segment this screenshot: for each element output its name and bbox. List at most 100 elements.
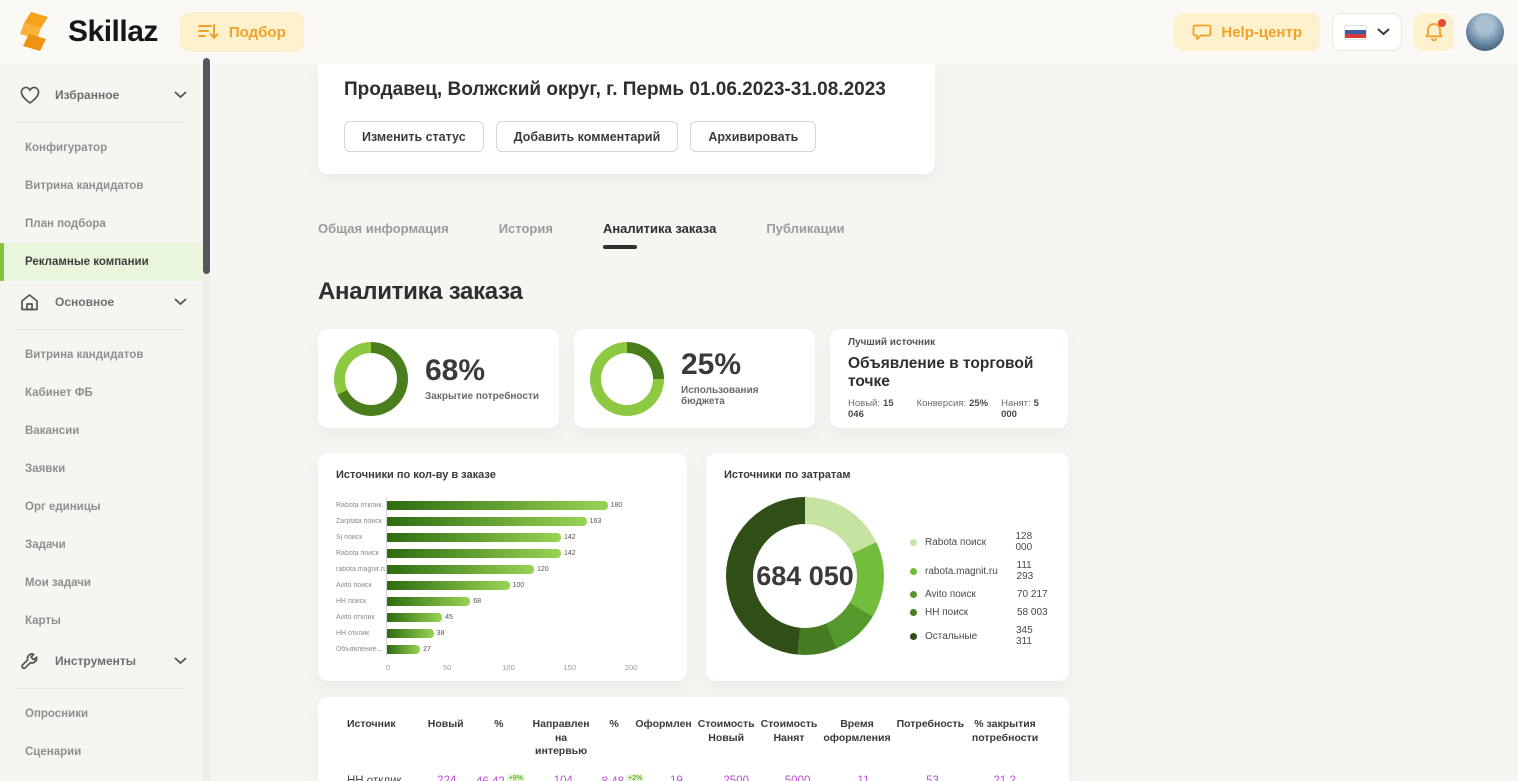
tab-history[interactable]: История	[498, 221, 553, 236]
table-cell: HH отклик	[344, 771, 421, 781]
sources-bar-chart-card: Источники по кол-ву в заказе Rabota откл…	[318, 453, 687, 681]
table-cell: 11	[828, 771, 899, 781]
sidebar-item-4[interactable]: План подбора	[25, 218, 106, 230]
tab-order-analytics[interactable]: Аналитика заказа	[602, 221, 716, 250]
cost-donut-legend: Rabota поиск 128 000 rabota.magnit.ru 111 2…	[910, 531, 1051, 665]
bar-value-label: 142	[563, 533, 576, 541]
order-tabs: Общая информация История Аналитика заказ…	[318, 221, 1518, 250]
home-icon	[20, 291, 42, 313]
legend-item: Rabota поиск 128 000	[910, 531, 1051, 553]
sidebar-item-13[interactable]: Задачи	[25, 539, 66, 551]
legend-value: 345 311	[1015, 625, 1033, 647]
bar	[387, 532, 561, 542]
order-title: Продавец, Волжский округ, г. Пермь 01.06…	[344, 79, 886, 100]
bar	[387, 516, 587, 526]
bar	[387, 612, 443, 622]
bar-category-label: rabota.magnit.ru	[336, 565, 386, 573]
bar-chart-x-axis: 0 50 100 150 200	[386, 663, 669, 677]
sidebar-item-10[interactable]: Вакансии	[25, 425, 80, 437]
sidebar-item-20[interactable]: Чёрный список	[0, 771, 203, 781]
table-header-cell: Стоимость Нанят	[760, 718, 818, 744]
budget-label: Использования бюджета	[681, 385, 759, 407]
sidebar-scrollbar-thumb[interactable]	[203, 58, 210, 274]
legend-item: HH поиск 58 003	[910, 607, 1051, 618]
bar-value-label: 163	[589, 517, 602, 525]
tab-general-info[interactable]: Общая информация	[318, 221, 449, 236]
bar-value-label: 120	[537, 565, 549, 573]
bar-category-label: HH поиск	[336, 597, 367, 605]
closure-donut-chart	[334, 341, 408, 416]
legend-item: Avito поиск 70 217	[910, 589, 1051, 600]
sidebar-scrollbar-track[interactable]	[203, 58, 210, 781]
sidebar-item-5[interactable]: Рекламные компании	[0, 243, 203, 281]
sidebar-item-19[interactable]: Сценарии	[25, 746, 82, 758]
sources-table-card: Источник Новый% Направлен на интервью% Офор…	[318, 697, 1069, 781]
sidebar-divider	[16, 688, 187, 689]
best-source-name: Объявление в торговой точке	[848, 355, 1034, 390]
legend-value: 70 217	[1017, 589, 1048, 600]
bar-value-label: 27	[423, 645, 431, 653]
sidebar-item-3[interactable]: Витрина кандидатов	[25, 180, 144, 192]
bar-row: Zarplata поиск 163	[336, 513, 669, 529]
podbor-label: Подбор	[228, 23, 286, 41]
main-content: Продавец, Волжский округ, г. Пермь 01.06…	[203, 64, 1518, 781]
best-source-eyebrow: Лучший источник	[848, 337, 936, 348]
legend-value: 128 000	[1015, 531, 1033, 553]
legend-dot	[910, 567, 917, 575]
cost-donut-chart: 684 050	[726, 497, 884, 655]
bar	[387, 628, 434, 638]
sidebar-item-14[interactable]: Мои задачи	[25, 577, 91, 589]
cost-total: 684 050	[756, 560, 854, 591]
russia-flag-icon	[1344, 24, 1367, 40]
notifications-button[interactable]	[1414, 13, 1454, 51]
sidebar-item-18[interactable]: Опросники	[25, 708, 89, 720]
table-header-cell: Новый	[427, 718, 464, 730]
legend-label: Остальные	[925, 630, 978, 642]
language-select[interactable]	[1332, 13, 1402, 51]
user-avatar[interactable]	[1466, 13, 1504, 51]
table-cell: 104	[528, 771, 599, 781]
bar-row: Rabota поиск 142	[336, 545, 669, 561]
bar	[387, 564, 534, 574]
table-cell: 2500	[706, 771, 767, 781]
x-axis-tick: 200	[624, 663, 638, 672]
sidebar-item-6[interactable]: Основное	[0, 281, 203, 323]
bar	[387, 596, 471, 606]
table-row: HH отклик22446,42+9%1048,48+2%1925005000…	[344, 771, 1043, 781]
legend-dot	[910, 591, 917, 598]
bar-category-label: Sj поиск	[336, 533, 363, 541]
help-center-button[interactable]: Help-центр	[1174, 13, 1320, 51]
x-axis-tick: 50	[443, 663, 452, 672]
legend-label: Avito поиск	[925, 589, 976, 600]
bar	[387, 580, 510, 590]
sidebar-item-9[interactable]: Кабинет ФБ	[25, 387, 93, 399]
archive-button[interactable]: Архивировать	[690, 121, 817, 152]
change-status-button[interactable]: Изменить статус	[344, 121, 484, 152]
sidebar-item-11[interactable]: Заявки	[25, 463, 66, 475]
sidebar-item-0[interactable]: Избранное	[0, 74, 203, 116]
legend-dot	[910, 538, 917, 546]
sidebar-section-label: Основное	[55, 295, 115, 309]
table-cell: 53	[899, 771, 967, 781]
bar-row: Rabota отклик. 180	[336, 497, 669, 513]
tab-publications[interactable]: Публикации	[766, 221, 845, 236]
sidebar-item-8[interactable]: Витрина кандидатов	[25, 349, 144, 361]
bar	[387, 644, 421, 654]
budget-percent: 25%	[681, 348, 742, 381]
best-source-stat: Нанят: 5 000	[1001, 398, 1039, 420]
help-center-label: Help-центр	[1221, 23, 1302, 41]
sidebar-item-2[interactable]: Конфигуратор	[25, 142, 108, 154]
bar-chart: Rabota отклик. 180 Zarplata поиск 163 Sj пои…	[336, 497, 669, 657]
table-header-cell: Оформлен	[635, 718, 692, 730]
best-source-stat: Новый: 15 046	[848, 398, 894, 420]
sidebar-item-15[interactable]: Карты	[25, 615, 61, 627]
x-axis-tick: 100	[502, 663, 515, 672]
podbor-button[interactable]: Подбор	[179, 12, 304, 52]
budget-donut-chart	[590, 341, 664, 416]
sidebar-item-16[interactable]: Инструменты	[0, 640, 203, 682]
bar-row: Sj поиск 142	[336, 529, 669, 545]
bar-category-label: HH отклик	[336, 629, 370, 637]
sidebar-item-12[interactable]: Орг единицы	[25, 501, 101, 513]
add-comment-button[interactable]: Добавить комментарий	[495, 121, 679, 152]
bell-icon	[1423, 21, 1445, 43]
